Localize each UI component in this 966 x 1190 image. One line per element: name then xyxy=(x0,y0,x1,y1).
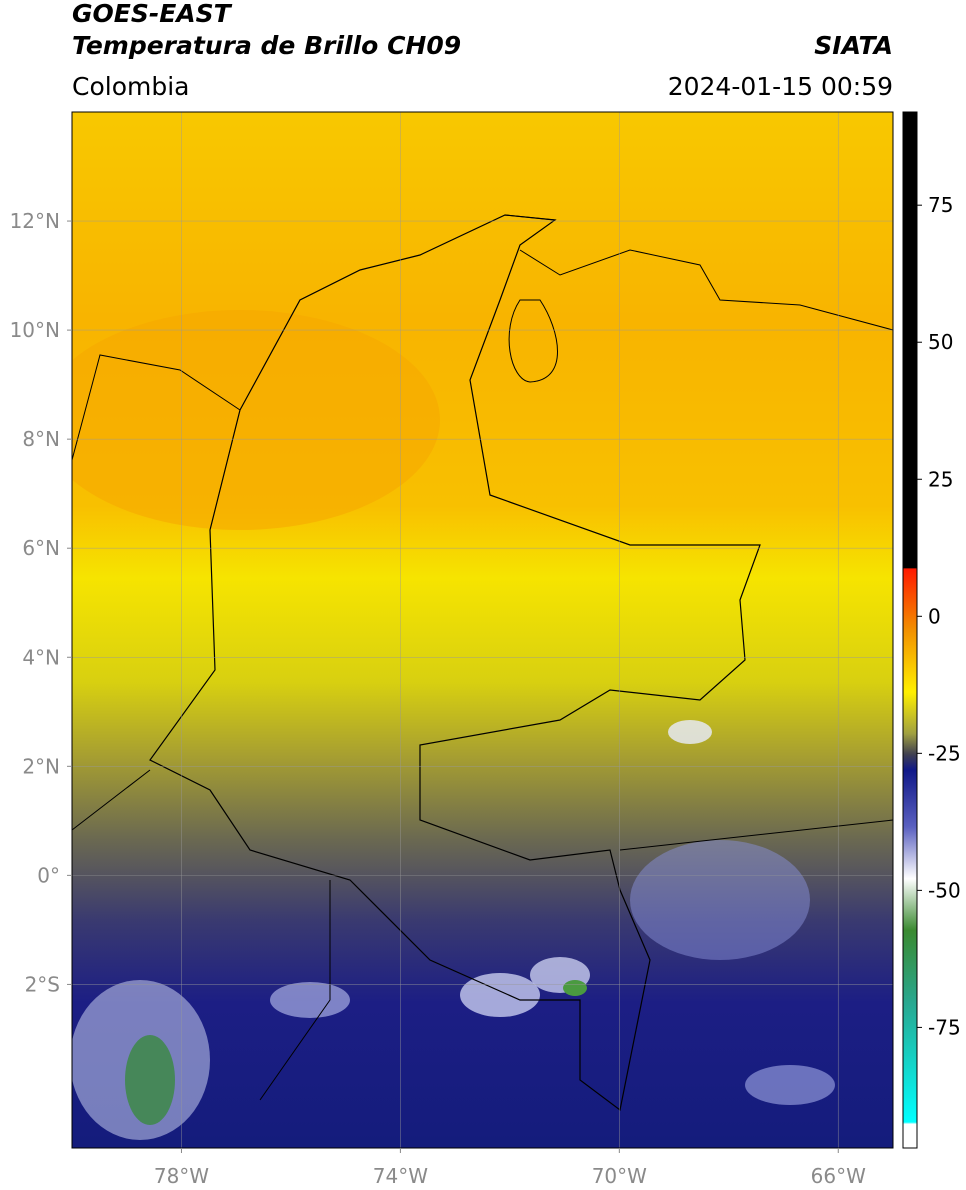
y-tick-label: 10°N xyxy=(10,318,60,342)
colorbar-tick-label: 75 xyxy=(928,193,953,217)
colorbar-tick-label: 50 xyxy=(928,330,953,354)
imagery xyxy=(72,112,893,1148)
coastline xyxy=(72,214,893,1101)
colorbar-tick-label: 0 xyxy=(928,604,941,628)
cloud xyxy=(668,720,712,744)
x-tick-label: 78°W xyxy=(154,1164,209,1188)
grid xyxy=(72,112,893,1148)
border xyxy=(149,214,761,1112)
map-frame xyxy=(71,111,894,1149)
x-tick-label: 66°W xyxy=(811,1164,866,1188)
cloud xyxy=(745,1065,835,1105)
cloud xyxy=(460,973,540,1017)
y-tick-label: 6°N xyxy=(22,536,60,560)
cloud-core xyxy=(125,1035,175,1125)
cloud-core xyxy=(563,980,587,996)
warm-patch xyxy=(72,310,440,530)
colorbar-tick-label: 25 xyxy=(928,467,953,491)
subtitle: Temperatura de Brillo CH09 xyxy=(72,31,461,60)
x-tick-label: 74°W xyxy=(373,1164,428,1188)
cloud xyxy=(630,840,810,960)
colorbar-tick-label: -25 xyxy=(928,741,961,765)
y-tick-label: 2°S xyxy=(25,972,60,996)
source: SIATA xyxy=(814,31,893,60)
colorbar-tick-label: -75 xyxy=(928,1015,961,1039)
x-tick-label: 70°W xyxy=(592,1164,647,1188)
cloud xyxy=(270,982,350,1018)
region: Colombia xyxy=(72,72,189,101)
title: GOES-EAST xyxy=(72,0,233,28)
y-tick-label: 2°N xyxy=(22,754,60,778)
datetime: 2024-01-15 00:59 xyxy=(668,72,893,101)
colorbar-tick-label: -50 xyxy=(928,878,961,902)
colorbar xyxy=(902,111,918,1149)
y-tick-label: 12°N xyxy=(10,209,60,233)
y-tick-label: 4°N xyxy=(22,645,60,669)
y-tick-label: 8°N xyxy=(22,427,60,451)
y-tick-label: 0° xyxy=(37,863,60,887)
